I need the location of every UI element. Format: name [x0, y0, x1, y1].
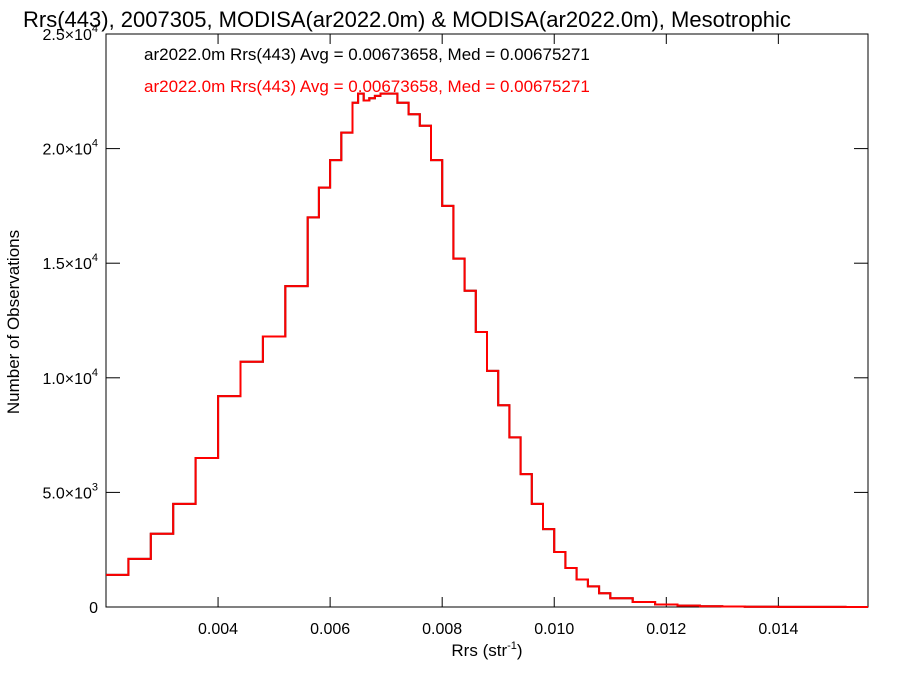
- x-axis-label: Rrs (str-1): [451, 640, 522, 660]
- y-axis-label: Number of Observations: [4, 230, 23, 414]
- x-axis-label-superscript: -1: [507, 640, 517, 652]
- y-tick-label: 5.0×103: [42, 481, 98, 502]
- x-tick-label: 0.014: [758, 621, 798, 638]
- x-axis: 0.004 0.006 0.008 0.010 0.012 0.014: [198, 34, 798, 638]
- y-tick-label: 1.5×104: [42, 252, 98, 273]
- y-tick-label: 2.0×104: [42, 138, 98, 159]
- x-tick-label: 0.004: [198, 621, 238, 638]
- legend-entry-black: ar2022.0m Rrs(443) Avg = 0.00673658, Med…: [144, 45, 590, 64]
- y-tick-label: 2.5×104: [42, 23, 98, 44]
- x-axis-label-main: Rrs (str: [451, 641, 507, 660]
- y-axis: 0 5.0×103 1.0×104 1.5×104 2.0×104 2.5×104: [42, 23, 868, 617]
- legend-entry-red: ar2022.0m Rrs(443) Avg = 0.00673658, Med…: [144, 77, 590, 96]
- x-tick-label: 0.008: [422, 621, 462, 638]
- x-tick-label: 0.010: [534, 621, 574, 638]
- x-tick-label: 0.006: [310, 621, 350, 638]
- chart-title: Rrs(443), 2007305, MODISA(ar2022.0m) & M…: [23, 7, 791, 32]
- series-line-red: [106, 92, 868, 608]
- x-tick-label: 0.012: [646, 621, 686, 638]
- y-tick-label: 1.0×104: [42, 367, 98, 388]
- x-axis-label-close: ): [517, 641, 523, 660]
- series-layer: [106, 92, 868, 608]
- legend: ar2022.0m Rrs(443) Avg = 0.00673658, Med…: [144, 45, 590, 96]
- plot-border: [105, 33, 869, 608]
- y-tick-label: 0: [89, 600, 98, 617]
- plot-frame: [105, 33, 869, 608]
